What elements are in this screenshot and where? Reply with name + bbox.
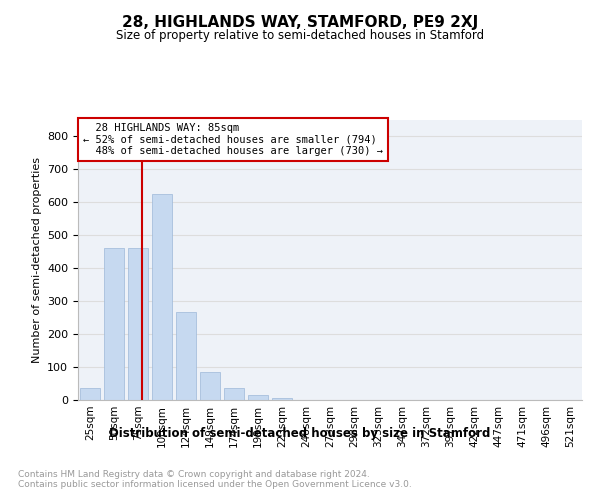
Bar — [224, 388, 244, 400]
Bar — [80, 388, 100, 400]
Bar — [200, 372, 220, 400]
Text: 28 HIGHLANDS WAY: 85sqm
← 52% of semi-detached houses are smaller (794)
  48% of: 28 HIGHLANDS WAY: 85sqm ← 52% of semi-de… — [83, 123, 383, 156]
Bar — [248, 396, 268, 400]
Bar — [128, 248, 148, 400]
Bar — [104, 248, 124, 400]
Text: Distribution of semi-detached houses by size in Stamford: Distribution of semi-detached houses by … — [109, 428, 491, 440]
Text: Size of property relative to semi-detached houses in Stamford: Size of property relative to semi-detach… — [116, 29, 484, 42]
Text: Contains HM Land Registry data © Crown copyright and database right 2024.
Contai: Contains HM Land Registry data © Crown c… — [18, 470, 412, 490]
Bar — [152, 194, 172, 400]
Bar — [272, 398, 292, 400]
Text: 28, HIGHLANDS WAY, STAMFORD, PE9 2XJ: 28, HIGHLANDS WAY, STAMFORD, PE9 2XJ — [122, 15, 478, 30]
Bar — [176, 312, 196, 400]
Y-axis label: Number of semi-detached properties: Number of semi-detached properties — [32, 157, 41, 363]
